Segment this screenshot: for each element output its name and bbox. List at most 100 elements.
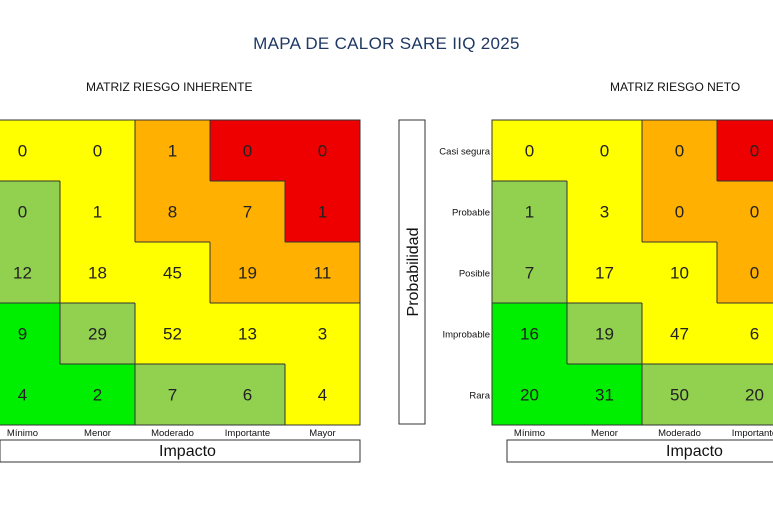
cell-value: 20	[520, 386, 539, 405]
probability-axis-label: Probabilidad	[405, 228, 422, 317]
heat-cell	[135, 303, 210, 364]
heat-cell	[60, 242, 135, 303]
cell-value: 19	[595, 325, 614, 344]
heat-cell	[60, 364, 135, 425]
cell-value: 4	[318, 386, 327, 405]
cell-value: 7	[243, 203, 252, 222]
impact-axis-label: Impacto	[159, 443, 216, 460]
cell-value: 45	[163, 264, 182, 283]
cell-value: 50	[670, 386, 689, 405]
heat-cell	[0, 364, 60, 425]
cell-value: 0	[675, 203, 684, 222]
cell-value: 1	[318, 203, 327, 222]
inherent-matrix-title: MATRIZ RIESGO INHERENTE	[86, 80, 253, 94]
x-tick-label: Mínimo	[7, 428, 38, 439]
x-tick-label: Mayor	[309, 428, 335, 439]
cell-value: 19	[238, 264, 257, 283]
heat-cell	[492, 364, 567, 425]
cell-value: 1	[525, 203, 534, 222]
cell-value: 31	[595, 386, 614, 405]
heat-cell	[210, 303, 285, 364]
heat-cell	[492, 303, 567, 364]
heat-cell	[567, 181, 642, 242]
impact-axis-box	[506, 439, 773, 463]
zone-boundaries	[492, 120, 773, 425]
cell-value: 11	[314, 264, 332, 283]
y-tick-label: Posible	[459, 269, 490, 280]
heat-cell	[135, 242, 210, 303]
cell-value: 0	[675, 142, 684, 161]
heat-cell	[567, 364, 642, 425]
cell-value: 6	[750, 325, 759, 344]
heat-cell	[717, 303, 773, 364]
heat-cell	[60, 120, 135, 181]
heat-cell	[717, 181, 773, 242]
cell-value: 52	[163, 325, 182, 344]
cell-value: 7	[168, 386, 177, 405]
x-tick-label: Moderado	[658, 428, 701, 439]
heat-cell	[285, 120, 360, 181]
heat-cell	[642, 303, 717, 364]
cell-value: 7	[525, 264, 534, 283]
x-tick-label: Menor	[84, 428, 111, 439]
cell-value: 0	[750, 142, 759, 161]
heat-cell	[492, 181, 567, 242]
cell-value: 6	[243, 386, 252, 405]
cell-value: 4	[18, 386, 27, 405]
heat-cell	[60, 303, 135, 364]
cell-value: 47	[670, 325, 689, 344]
cell-value: 10	[670, 264, 689, 283]
cell-value: 0	[93, 142, 102, 161]
heat-cell	[60, 181, 135, 242]
heat-cell	[135, 181, 210, 242]
probability-axis-box	[398, 119, 426, 425]
cell-value: 1	[168, 142, 177, 161]
cell-value: 2	[93, 386, 102, 405]
heat-cell	[717, 242, 773, 303]
cell-value: 0	[243, 142, 252, 161]
heat-cell	[0, 120, 60, 181]
x-tick-label: Menor	[591, 428, 618, 439]
heat-cell	[717, 364, 773, 425]
heat-cell	[285, 364, 360, 425]
heat-cell	[0, 303, 60, 364]
cell-value: 13	[238, 325, 257, 344]
cell-value: 17	[595, 264, 614, 283]
cell-value: 18	[88, 264, 107, 283]
y-tick-label: Casi segura	[439, 147, 490, 158]
x-tick-label: Importante	[225, 428, 270, 439]
impact-axis-box	[0, 439, 361, 463]
heat-cell	[210, 364, 285, 425]
heat-cell	[567, 242, 642, 303]
heat-cell	[285, 181, 360, 242]
net-matrix: 0000013000717100016194760203150200Mínimo…	[439, 119, 773, 463]
cell-value: 16	[520, 325, 539, 344]
cell-value: 9	[18, 325, 27, 344]
impact-axis-label: Impacto	[666, 443, 723, 460]
heat-cell	[717, 120, 773, 181]
matrix-border	[0, 119, 361, 426]
cell-value: 3	[318, 325, 327, 344]
heat-cell	[642, 120, 717, 181]
net-matrix-title: MATRIZ RIESGO NETO	[610, 80, 741, 94]
heat-cell	[492, 242, 567, 303]
cell-value: 12	[13, 264, 32, 283]
cell-value: 0	[525, 142, 534, 161]
heat-cell	[567, 120, 642, 181]
cell-value: 0	[750, 264, 759, 283]
matrix-border	[491, 119, 773, 426]
heat-cell	[210, 120, 285, 181]
heat-cell	[567, 303, 642, 364]
cell-value: 3	[600, 203, 609, 222]
zone-boundaries	[0, 120, 360, 425]
cell-value: 8	[168, 203, 177, 222]
heat-cell	[135, 364, 210, 425]
heat-cell	[285, 303, 360, 364]
cell-value: 0	[318, 142, 327, 161]
y-tick-label: Rara	[469, 391, 490, 402]
heat-cell	[285, 242, 360, 303]
y-tick-label: Improbable	[442, 330, 490, 341]
cell-value: 1	[93, 203, 102, 222]
